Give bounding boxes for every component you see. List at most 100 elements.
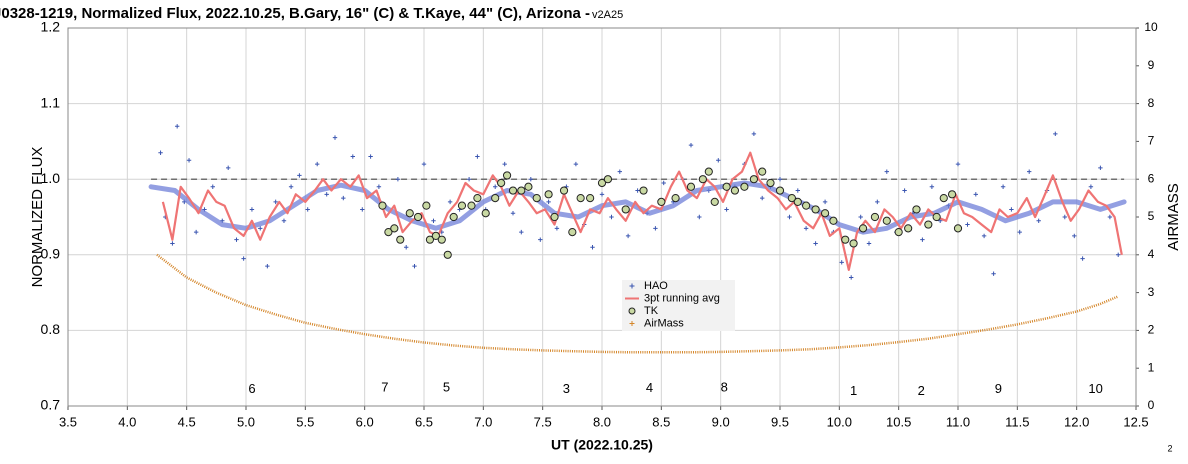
hao-point: [1080, 256, 1085, 261]
hao-point: [803, 226, 809, 231]
tk-point: [502, 171, 512, 180]
plot-border: [67, 27, 1137, 407]
y2-tick-label: 2: [1148, 323, 1155, 337]
hao-point: [884, 169, 889, 174]
tk-point: [396, 235, 405, 244]
legend-swatch: [629, 321, 635, 326]
hao-point: [625, 233, 631, 239]
legend-label: TK: [644, 305, 659, 317]
hao-point: [210, 184, 215, 189]
y2-tick-label: 1: [1148, 360, 1155, 374]
hao-point: [554, 226, 560, 231]
hao-point: [1053, 131, 1058, 137]
hao-point: [1027, 169, 1032, 174]
tk-point: [657, 197, 666, 206]
tk-point: [793, 197, 802, 206]
tk-point: [766, 178, 775, 188]
tk-point: [639, 186, 648, 195]
annotation: 8: [721, 379, 728, 394]
x-tick-label: 3.5: [59, 414, 77, 429]
x-tick-label: 11.5: [1005, 414, 1029, 429]
x-tick-label: 6.5: [415, 414, 433, 429]
annotation: 4: [646, 380, 653, 395]
chart-title: J0328-1219, Normalized Flux, 2022.10.25,…: [0, 5, 590, 22]
tk-point: [904, 224, 913, 233]
hao-point: [186, 158, 192, 163]
hao-point: [519, 229, 524, 235]
tk-point: [829, 216, 838, 225]
hao-point: [510, 211, 516, 216]
tk-point: [517, 186, 526, 195]
tk-point: [686, 182, 696, 191]
tk-point: [924, 220, 933, 229]
tk-point: [882, 216, 891, 225]
x-tick-label: 11.0: [946, 414, 970, 429]
tk-point: [497, 178, 506, 188]
hao-point: [787, 214, 792, 220]
hao-point: [609, 214, 614, 220]
tk-point: [621, 205, 630, 214]
tk-point: [390, 224, 399, 233]
hao-point: [360, 207, 365, 212]
tk-point: [775, 186, 785, 195]
hao-point: [332, 135, 338, 140]
x-tick-label: 5.0: [237, 414, 255, 429]
tk-point: [544, 190, 553, 199]
hao-point: [965, 222, 970, 227]
tk-point: [550, 212, 559, 222]
tk-point: [457, 201, 467, 210]
tk-point: [841, 235, 850, 244]
y2-tick-label: 3: [1148, 285, 1155, 299]
hao-point: [297, 173, 302, 178]
y2-tick-label: 4: [1148, 247, 1155, 261]
tk-point: [586, 194, 595, 203]
x-tick-label: 6.0: [356, 414, 374, 429]
hao-point: [466, 177, 472, 182]
hao-point: [858, 214, 863, 220]
y-tick-label: 1.1: [41, 94, 61, 110]
hao-point: [795, 188, 800, 193]
annotation: 2: [918, 383, 925, 398]
hao-point: [1098, 165, 1103, 171]
hao-point: [273, 199, 278, 205]
hao-point: [376, 184, 382, 189]
hao-point: [661, 180, 666, 186]
hao-point: [265, 263, 270, 269]
x-tick-label: 5.5: [296, 414, 314, 429]
tk-point: [787, 194, 796, 203]
hao-point: [760, 195, 765, 201]
tk-point: [559, 186, 569, 195]
hao-point: [617, 169, 622, 174]
y-tick-label: 0.7: [41, 397, 61, 413]
annotation: 6: [248, 381, 255, 396]
hao-point: [875, 199, 880, 205]
tk-point: [858, 224, 868, 233]
tk-point: [849, 239, 858, 248]
tk-point: [870, 212, 880, 222]
tk-point: [443, 250, 452, 259]
tk-point: [758, 167, 767, 176]
tk-point: [740, 182, 749, 191]
hao-point: [234, 237, 239, 242]
hao-point: [395, 177, 401, 182]
tk-point: [932, 212, 941, 222]
hao-point: [528, 177, 533, 182]
hao-point: [590, 245, 595, 250]
tk-point: [802, 201, 811, 210]
hao-point: [341, 195, 346, 201]
y-tick-label: 0.8: [41, 321, 61, 337]
y2-axis-label: AIRMASS: [1165, 183, 1182, 251]
x-tick-label: 12.5: [1123, 414, 1148, 429]
hao-point: [751, 131, 757, 137]
hao-point: [324, 192, 329, 197]
tk-point: [894, 228, 903, 237]
y2-tick-label: 5: [1148, 209, 1155, 223]
x-tick-label: 7.0: [474, 414, 492, 429]
hao-point: [193, 229, 199, 235]
tk-point: [473, 194, 482, 203]
hao-point: [404, 245, 409, 250]
hao-point: [241, 256, 246, 261]
tk-point: [422, 201, 431, 210]
hao-point: [973, 192, 978, 197]
hao-point: [174, 124, 180, 129]
